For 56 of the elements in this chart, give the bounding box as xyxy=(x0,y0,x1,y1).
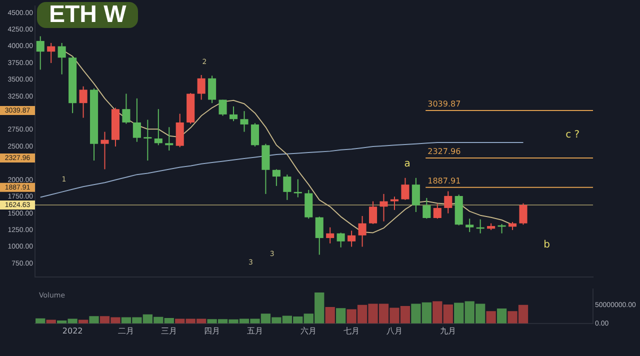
annotation: a xyxy=(404,158,410,170)
x-tick-label: 六月 xyxy=(300,326,317,336)
candlestick xyxy=(250,122,260,148)
candlestick xyxy=(79,86,88,118)
candlestick xyxy=(466,218,474,233)
candlestick xyxy=(58,42,66,75)
x-tick-label: 2022 xyxy=(62,326,83,336)
x-tick-label: 九月 xyxy=(440,326,456,336)
annotation: c ? xyxy=(566,130,580,141)
candlestick xyxy=(444,190,452,214)
candlestick xyxy=(154,108,162,146)
candlestick xyxy=(272,168,280,186)
candlestick xyxy=(433,203,442,220)
ref-line-label: 2327.96 xyxy=(428,147,461,156)
x-tick-label: 七月 xyxy=(344,326,360,336)
bar xyxy=(89,316,99,324)
x-tick-label: 三月 xyxy=(161,326,178,336)
bar xyxy=(325,307,335,324)
candlestick xyxy=(122,93,130,124)
bar xyxy=(496,308,507,324)
annotation: b xyxy=(544,239,550,250)
candlestick xyxy=(229,106,238,122)
candlestick xyxy=(176,113,184,148)
candlestick xyxy=(390,196,399,210)
candlestick xyxy=(326,226,334,244)
ref-line-label: 1887.91 xyxy=(428,176,461,186)
candlestick xyxy=(294,178,302,198)
candlestick xyxy=(283,174,292,200)
candlestick xyxy=(368,200,378,225)
candlestick xyxy=(315,216,324,256)
x-tick-label: 八月 xyxy=(386,326,402,336)
candlestick xyxy=(380,193,388,222)
x-tick-label: 四月 xyxy=(204,326,220,336)
candlestick xyxy=(348,230,356,248)
candlestick xyxy=(358,216,366,248)
ref-line-label: 3039.87 xyxy=(428,100,461,109)
bar xyxy=(336,308,346,324)
candlestick xyxy=(100,131,109,170)
candlestick xyxy=(412,177,420,212)
candlestick xyxy=(336,232,345,248)
candlestick xyxy=(218,99,227,116)
x-tick-label: 五月 xyxy=(246,326,263,336)
bar xyxy=(486,311,496,324)
candlestick xyxy=(519,202,528,226)
candlestick xyxy=(132,98,141,142)
candlestick xyxy=(144,119,152,162)
candlestick xyxy=(36,36,44,70)
candlestick xyxy=(197,74,206,100)
chart-title: ETH W xyxy=(37,1,138,28)
candlestick xyxy=(240,110,248,132)
candlestick xyxy=(401,177,410,200)
candlestick xyxy=(422,197,431,220)
candlestick xyxy=(47,42,56,64)
candlestick xyxy=(208,75,216,104)
candlestick xyxy=(165,126,174,152)
x-tick-label: 二月 xyxy=(118,326,134,336)
